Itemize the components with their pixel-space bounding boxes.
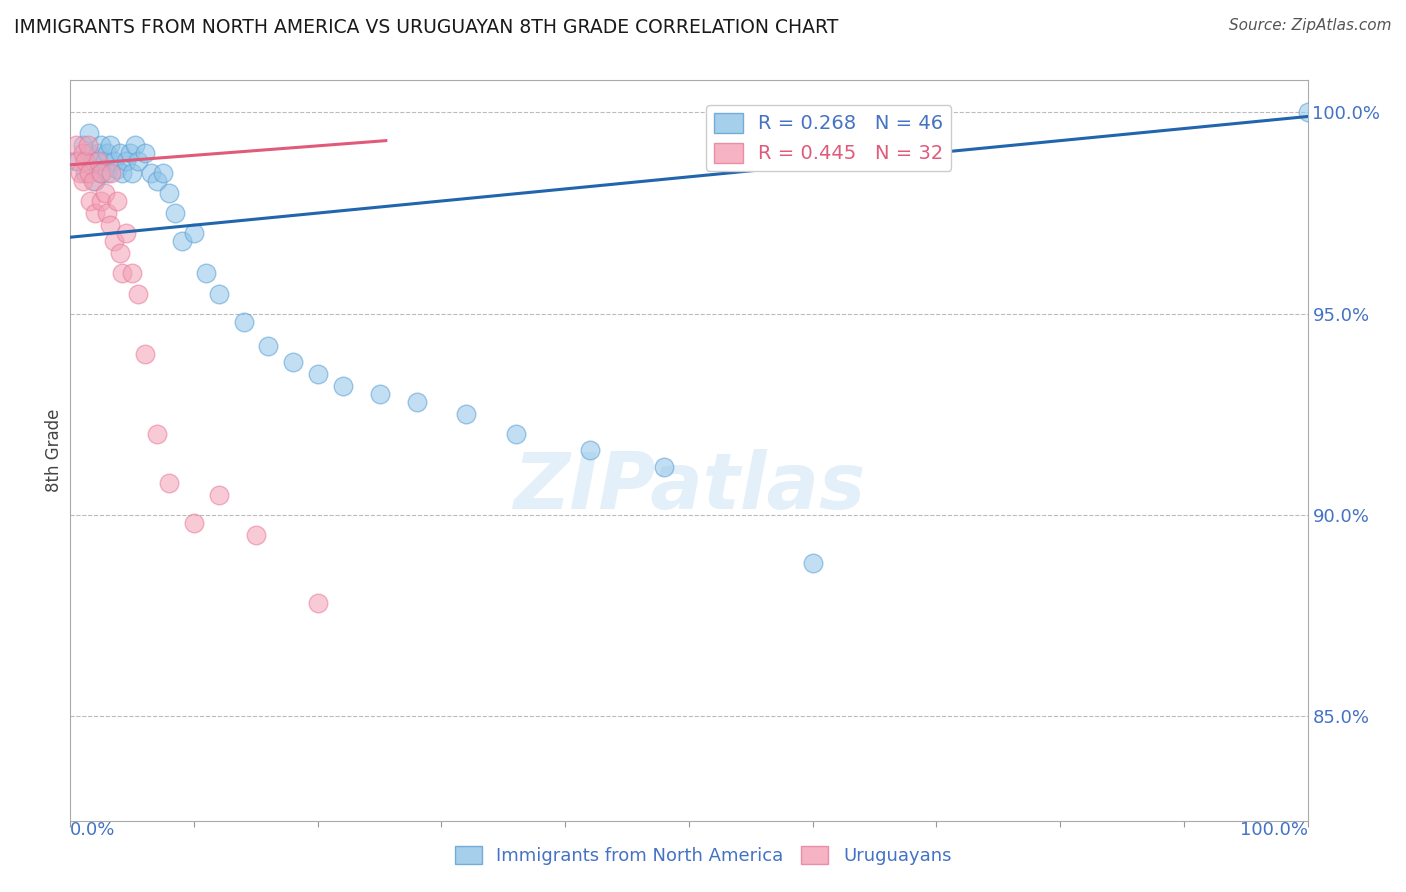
Point	[84, 206, 107, 220]
Point	[579, 443, 602, 458]
Point	[98, 218, 121, 232]
Point	[72, 145, 94, 160]
Point	[75, 166, 97, 180]
Point	[134, 347, 156, 361]
Point	[139, 166, 162, 180]
Point	[96, 145, 118, 160]
Text: 0.0%: 0.0%	[70, 821, 115, 838]
Point	[90, 137, 112, 152]
Point	[332, 379, 354, 393]
Legend: R = 0.268   N = 46, R = 0.445   N = 32: R = 0.268 N = 46, R = 0.445 N = 32	[706, 104, 952, 171]
Point	[103, 234, 125, 248]
Point	[108, 145, 131, 160]
Point	[281, 355, 304, 369]
Point	[405, 395, 427, 409]
Point	[72, 137, 94, 152]
Point	[801, 556, 824, 570]
Point	[65, 137, 87, 152]
Point	[90, 166, 112, 180]
Point	[368, 387, 391, 401]
Point	[1296, 105, 1319, 120]
Point	[115, 153, 138, 168]
Point	[76, 137, 98, 152]
Text: IMMIGRANTS FROM NORTH AMERICA VS URUGUAYAN 8TH GRADE CORRELATION CHART: IMMIGRANTS FROM NORTH AMERICA VS URUGUAY…	[14, 18, 838, 37]
Point	[98, 137, 121, 152]
Point	[77, 166, 100, 180]
Point	[165, 206, 187, 220]
Point	[94, 186, 117, 200]
Point	[94, 153, 117, 168]
Point	[183, 226, 205, 240]
Point	[77, 126, 100, 140]
Point	[170, 234, 193, 248]
Point	[108, 246, 131, 260]
Legend: Immigrants from North America, Uruguayans: Immigrants from North America, Uruguayan…	[447, 838, 959, 872]
Point	[127, 153, 149, 168]
Point	[456, 407, 478, 421]
Point	[105, 194, 128, 208]
Point	[208, 488, 231, 502]
Point	[115, 226, 138, 240]
Point	[105, 161, 128, 176]
Point	[72, 174, 94, 188]
Point	[77, 145, 100, 160]
Point	[86, 145, 108, 160]
Point	[121, 267, 143, 281]
Point	[82, 174, 104, 188]
Point	[157, 475, 180, 490]
Point	[157, 186, 180, 200]
Point	[195, 267, 218, 281]
Point	[100, 166, 122, 180]
Point	[257, 339, 280, 353]
Point	[103, 153, 125, 168]
Point	[652, 459, 675, 474]
Point	[152, 166, 174, 180]
Point	[118, 145, 141, 160]
Point	[96, 206, 118, 220]
Text: Source: ZipAtlas.com: Source: ZipAtlas.com	[1229, 18, 1392, 33]
Point	[66, 153, 89, 168]
Text: ZIPatlas: ZIPatlas	[513, 450, 865, 525]
Point	[90, 194, 112, 208]
Point	[245, 528, 267, 542]
Point	[96, 166, 118, 180]
Point	[146, 174, 169, 188]
Point	[505, 427, 527, 442]
Point	[208, 286, 231, 301]
Point	[65, 153, 87, 168]
Point	[232, 315, 254, 329]
Point	[307, 596, 329, 610]
Text: 100.0%: 100.0%	[1240, 821, 1308, 838]
Point	[79, 194, 101, 208]
Point	[146, 427, 169, 442]
Point	[82, 153, 104, 168]
Point	[84, 174, 107, 188]
Point	[183, 516, 205, 530]
Y-axis label: 8th Grade: 8th Grade	[45, 409, 63, 492]
Point	[75, 153, 97, 168]
Point	[124, 137, 146, 152]
Point	[90, 166, 112, 180]
Point	[134, 145, 156, 160]
Point	[121, 166, 143, 180]
Point	[111, 166, 134, 180]
Point	[307, 367, 329, 381]
Point	[69, 166, 91, 180]
Point	[127, 286, 149, 301]
Point	[111, 267, 134, 281]
Point	[86, 153, 108, 168]
